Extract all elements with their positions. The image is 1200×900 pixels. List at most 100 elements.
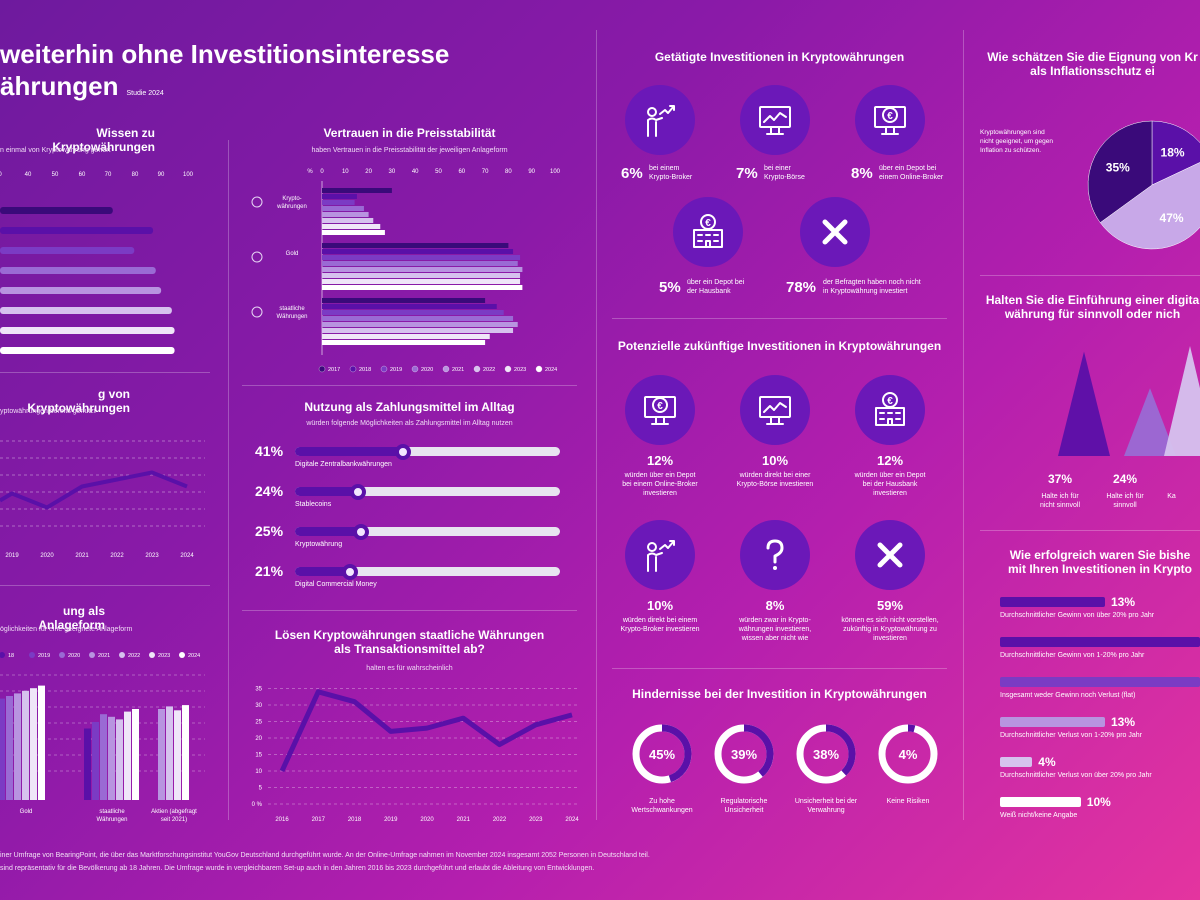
icon-circle [800,197,870,267]
stand [881,126,899,135]
wissen-bar [0,227,154,234]
monitor-chart-icon [759,396,791,425]
legend-dot [442,365,450,373]
icon-circle: € [855,375,925,445]
slider-knob [352,524,369,540]
transaktion-chart: 0 % 5 10 15 20 25 30 35 2016 2017 2018 2019 2020 2021… [252,687,580,824]
wissen-bar [0,207,113,214]
tick-label: 80 [505,169,512,175]
tick-label: 80 [132,172,139,178]
tick-label: 30 [389,169,396,175]
potenziell-label: würden über ein Depot bei der Hausbank i… [854,472,926,497]
y-tick-label: 15 [255,753,262,759]
vertrauen-bar [322,322,518,327]
erfolg-pct: 10% [1086,795,1111,809]
icon-circle [625,85,695,155]
hindernis-label: Keine Risiken [886,798,930,805]
monitor-chart-icon [759,106,791,135]
getaetigt-label: bei einem Krypto-Broker [649,165,693,181]
icon-circle: € [673,197,743,267]
legend-dot [0,652,5,658]
anlageform-bar [174,710,181,800]
vertrauen-bar [322,285,523,290]
erfolg-bar [1000,677,1200,687]
head [647,542,657,552]
erfolg-bar [1000,637,1200,647]
erfolg-title: Wie erfolgreich waren Sie bishe mit Ihren… [1007,548,1192,576]
erfolg-label: Durchschnittlicher Gewinn von 1-20% pro … [1000,652,1145,659]
vertrauen-bar [322,334,490,339]
vertrauen-bar [322,328,514,333]
tick-label: 50 [435,169,442,175]
x-tick-label: 2019 [5,553,19,559]
erfolg-label: Insgesamt weder Gewinn noch Verlust (fla… [1000,692,1136,699]
anlageform-bar [182,705,189,800]
erfolg-bar [1000,757,1033,767]
vertrauen-bar [322,212,369,217]
vertrauen-bar [322,243,509,248]
y-tick-label: 30 [255,703,262,709]
cross-shape [822,219,848,245]
divider [242,610,577,611]
legend-label: 2017 [328,367,340,373]
y-tick-label: 35 [255,687,262,693]
anlageform-bar [14,693,21,800]
digital-label: Halte ich für nicht sinnvoll [1039,493,1081,509]
legend-dot [179,652,185,658]
potenziell-label: würden zwar in Krypto- währungen investi… [738,617,812,642]
legend-label: 2020 [421,367,433,373]
cross-shape [877,542,903,568]
legend-dot [411,365,419,373]
screen [874,106,906,128]
x-tick-label: 2017 [312,817,326,823]
anlageform-bar [100,714,107,800]
category-icon [251,251,263,263]
y-tick-label: 5 [259,786,263,792]
vertrauen-bar [322,206,364,211]
coin [652,397,668,413]
building [875,407,905,426]
erfolg-pct: 4% [1038,755,1056,769]
monitor-euro-icon: € [644,396,676,425]
x-tick-label: 2016 [275,817,289,823]
question-icon [766,539,784,570]
vertrauen-bar [322,200,355,205]
slider-track [295,527,560,536]
zahlungsmittel-pct: 24% [255,483,284,499]
slider-track [295,567,560,576]
footer-line: sind repräsentativ für die Bevölkerung a… [0,865,595,872]
legend-label: 2024 [188,653,200,659]
screen [759,106,791,128]
erfolg-label: Durchschnittlicher Verlust von über 20% … [1000,772,1152,779]
transaktion-title: Lösen Kryptowährungen staatliche Währung… [274,628,545,656]
anlageform-bar [84,728,91,800]
divider [0,372,210,373]
x-tick-label: 2018 [348,817,362,823]
icon-circle [855,520,925,590]
ring-fill [632,724,692,784]
icon-circle: € [625,375,695,445]
vertrauen-bar [322,273,521,278]
vertrauen-bar [322,218,374,223]
tick-label: 60 [458,169,465,175]
ring-fill [714,724,774,784]
divider [980,530,1200,531]
nutzung-krypto-title: g von Kryptowährungen [27,387,130,415]
wissen-chart: 0 40 50 60 70 80 90 100 [0,172,194,354]
legend-dot [504,365,512,373]
tick-label: 90 [528,169,535,175]
slider-knob [350,484,367,500]
getaetigt-pct: 7% [736,165,758,182]
tick-label: 70 [482,169,489,175]
tick-label: 40 [412,169,419,175]
hindernis-ring: 38% [796,724,856,784]
chart [763,402,787,425]
monitor-euro-icon: € [874,106,906,135]
divider [612,668,947,669]
legend-label: 2022 [483,367,495,373]
pie-label: 35% [1106,161,1130,175]
anlageform-bar [158,709,165,800]
anlageform-bar [30,688,37,800]
tick-label: % [307,169,313,175]
stand [651,416,669,425]
